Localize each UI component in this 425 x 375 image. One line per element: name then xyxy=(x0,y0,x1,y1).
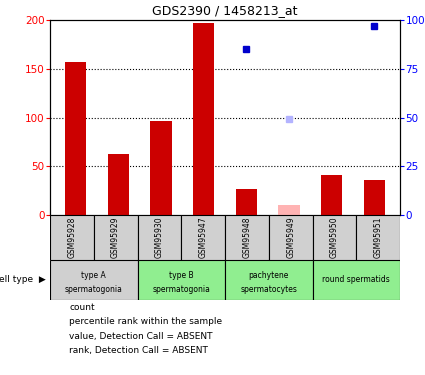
Bar xyxy=(225,215,269,260)
Bar xyxy=(225,260,312,300)
Bar xyxy=(312,215,356,260)
Bar xyxy=(94,215,138,260)
Bar xyxy=(65,62,86,215)
Bar xyxy=(364,180,385,215)
Text: type A: type A xyxy=(81,271,106,280)
Bar xyxy=(50,260,138,300)
Text: count: count xyxy=(69,303,95,312)
Text: cell type  ▶: cell type ▶ xyxy=(0,276,46,285)
Text: GSM95949: GSM95949 xyxy=(286,217,295,258)
Text: GSM95948: GSM95948 xyxy=(242,217,251,258)
Bar xyxy=(181,215,225,260)
Text: GSM95929: GSM95929 xyxy=(111,217,120,258)
Text: spermatogonia: spermatogonia xyxy=(65,285,123,294)
Text: spermatogonia: spermatogonia xyxy=(152,285,210,294)
Bar xyxy=(108,154,129,215)
Bar xyxy=(356,215,400,260)
Bar xyxy=(150,122,172,215)
Bar xyxy=(236,189,257,215)
Text: GSM95928: GSM95928 xyxy=(68,217,76,258)
Text: GSM95947: GSM95947 xyxy=(198,217,208,258)
Text: spermatocytes: spermatocytes xyxy=(240,285,297,294)
Bar xyxy=(321,175,343,215)
Text: round spermatids: round spermatids xyxy=(323,276,390,285)
Text: pachytene: pachytene xyxy=(249,271,289,280)
Title: GDS2390 / 1458213_at: GDS2390 / 1458213_at xyxy=(152,4,298,18)
Bar xyxy=(138,215,181,260)
Text: GSM95951: GSM95951 xyxy=(374,217,382,258)
Text: type B: type B xyxy=(169,271,193,280)
Text: GSM95930: GSM95930 xyxy=(155,217,164,258)
Text: percentile rank within the sample: percentile rank within the sample xyxy=(69,318,222,327)
Bar xyxy=(138,260,225,300)
Text: value, Detection Call = ABSENT: value, Detection Call = ABSENT xyxy=(69,332,212,340)
Bar xyxy=(269,215,312,260)
Bar xyxy=(193,23,214,215)
Text: GSM95950: GSM95950 xyxy=(330,217,339,258)
Bar xyxy=(278,205,300,215)
Text: rank, Detection Call = ABSENT: rank, Detection Call = ABSENT xyxy=(69,345,208,354)
Bar xyxy=(312,260,400,300)
Bar xyxy=(50,215,94,260)
